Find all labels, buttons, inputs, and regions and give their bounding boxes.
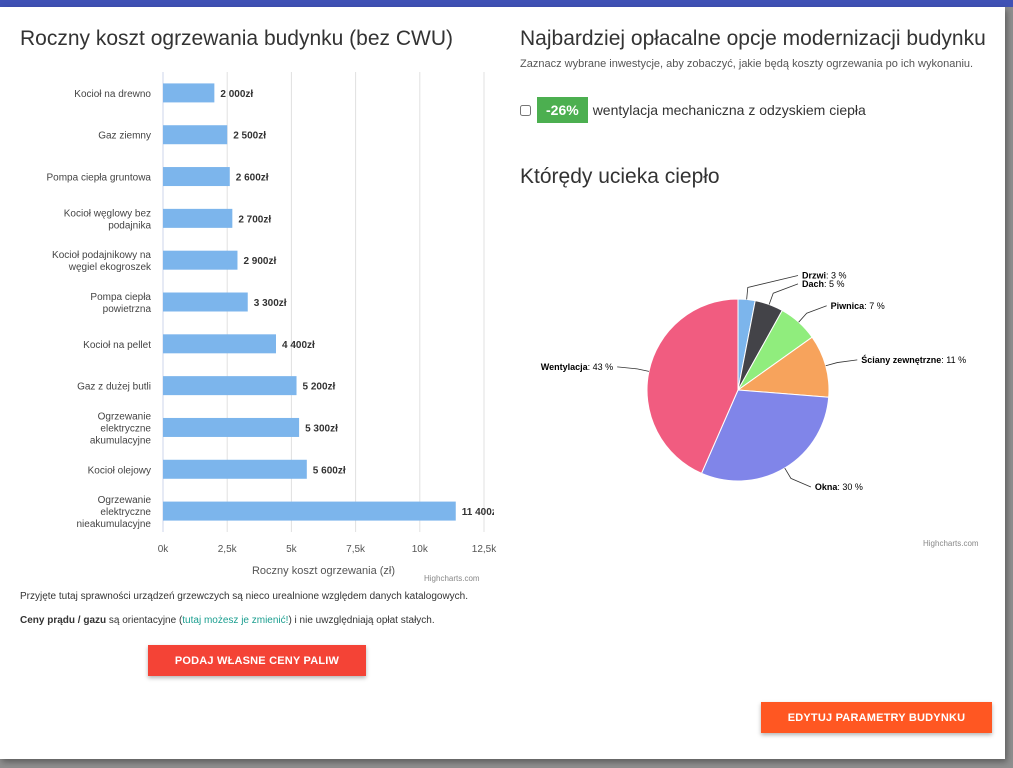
bar[interactable] [163, 459, 307, 479]
x-tick-label: 10k [412, 544, 429, 555]
x-tick-label: 12,5k [472, 544, 497, 555]
bar-data-label: 2 600zł [236, 173, 269, 184]
category-label: Kocioł węglowy bez podajnika [64, 208, 152, 231]
x-tick-label: 5k [286, 544, 298, 555]
pie-connector [825, 359, 858, 367]
prices-note: Ceny prądu / gazu są orientacyjne (tutaj… [20, 615, 435, 626]
category-label: Ogrzewanie elektryczne akumulacyjne [90, 411, 152, 446]
cost-chart-title: Roczny koszt ogrzewania budynku (bez CWU… [20, 27, 454, 50]
category-label: Kocioł podajnikowy na węgiel ekogroszek [52, 250, 152, 273]
efficiency-note: Przyjęte tutaj sprawności urządzeń grzew… [20, 591, 469, 602]
x-axis-title: Roczny koszt ogrzewania (zł) [252, 565, 395, 577]
bar[interactable] [163, 376, 297, 396]
main-card: Roczny koszt ogrzewania budynku (bez CWU… [0, 7, 1005, 759]
custom-fuel-prices-button[interactable]: PODAJ WŁASNE CENY PALIW [148, 645, 366, 676]
pie-connector [617, 366, 650, 372]
change-prices-link[interactable]: tutaj możesz je zmienić! [182, 615, 289, 626]
option-ventilation-label[interactable]: wentylacja mechaniczna z odzyskiem ciepł… [592, 102, 866, 118]
category-label: Ogrzewanie elektryczne nieakumulacyjne [77, 495, 152, 530]
modernization-title: Najbardziej opłacalne opcje modernizacji… [520, 27, 986, 50]
bar-data-label: 5 200zł [303, 382, 336, 393]
top-accent-bar [0, 0, 1013, 7]
pie-chart-credits[interactable]: Highcharts.com [923, 539, 979, 548]
prices-note-mid: są orientacyjne ( [106, 615, 183, 626]
bar[interactable] [163, 125, 228, 145]
category-label: Pompa ciepła gruntowa [46, 173, 151, 184]
x-tick-label: 2,5k [218, 544, 238, 555]
bar-data-label: 4 400zł [282, 340, 315, 351]
category-label: Gaz ziemny [98, 131, 151, 142]
option-ventilation-checkbox[interactable] [520, 104, 531, 116]
pie-data-label: Drzwi: 3 % [802, 271, 847, 281]
bar[interactable] [163, 83, 215, 103]
pie-data-label: Piwnica: 7 % [831, 301, 885, 311]
bar[interactable] [163, 250, 238, 270]
pie-connector [798, 305, 827, 323]
bar[interactable] [163, 417, 300, 437]
pie-connector [768, 283, 799, 305]
heat-loss-title: Którędy ucieka ciepło [520, 165, 720, 188]
bar-data-label: 2 900zł [243, 256, 276, 267]
prices-note-bold: Ceny prądu / gazu [20, 615, 107, 626]
bar-data-label: 5 300zł [305, 423, 338, 434]
edit-building-parameters-button[interactable]: EDYTUJ PARAMETRY BUDYNKU [761, 702, 992, 733]
heat-loss-pie-chart: Drzwi: 3 %Dach: 5 % Piwnica: 7 % Ściany ze… [541, 271, 966, 492]
category-label: Kocioł olejowy [88, 465, 151, 476]
bar[interactable] [163, 334, 276, 354]
pie-data-label: Ściany zewnętrzne: 11 % [861, 354, 966, 365]
x-tick-label: 7,5k [346, 544, 366, 555]
category-label: Gaz z dużej butli [77, 382, 151, 393]
bar-chart-credits[interactable]: Highcharts.com [424, 574, 480, 583]
bar-data-label: 2 500zł [233, 131, 266, 142]
pie-data-label: Okna: 30 % [815, 482, 863, 492]
bar[interactable] [163, 501, 456, 521]
pie-data-label: Wentylacja: 43 % [541, 362, 613, 372]
bar[interactable] [163, 167, 230, 187]
category-label: Pompa ciepła powietrzna [90, 292, 151, 315]
modernization-subtext: Zaznacz wybrane inwestycje, aby zobaczyć… [520, 58, 974, 70]
bar-data-label: 5 600zł [313, 465, 346, 476]
bar-data-label: 2 000zł [220, 89, 253, 100]
bar[interactable] [163, 208, 233, 228]
category-label: Kocioł na pellet [83, 340, 151, 351]
option-ventilation-row[interactable]: -26% wentylacja mechaniczna z odzyskiem … [520, 97, 866, 123]
category-label: Kocioł na drewno [74, 89, 151, 100]
x-tick-label: 0k [158, 544, 170, 555]
bar-data-label: 2 700zł [238, 214, 271, 225]
bar-data-label: 3 300zł [254, 298, 287, 309]
savings-badge: -26% [537, 97, 588, 123]
prices-note-end: ) i nie uwzględniają opłat stałych. [288, 615, 435, 626]
pie-data-label: Dach: 5 % [802, 279, 845, 289]
pie-connector [746, 275, 799, 300]
bar[interactable] [163, 292, 248, 312]
pie-connector [784, 467, 812, 488]
cost-bar-chart: 0k 2,5k 5k 7,5k 10k 12,5k 2 000zł 2 500zł 2 600z… [46, 72, 500, 577]
bar-data-label: 11 400zł [462, 507, 500, 518]
